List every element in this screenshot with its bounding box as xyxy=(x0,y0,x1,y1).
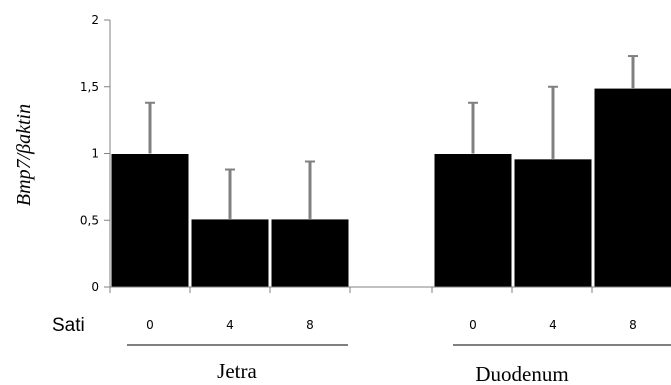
group-label-duodenum: Duodenum xyxy=(475,362,568,385)
x-axis-lead-label: Sati xyxy=(52,315,85,336)
y-tick-label: 2 xyxy=(91,13,99,27)
x-tick-label: 0 xyxy=(469,318,477,332)
x-ticks-layer: 0 4 8 0 4 8 xyxy=(110,287,637,332)
y-axis-label: Bmp7/βaktin xyxy=(13,104,35,206)
x-tick-label: 4 xyxy=(226,318,234,332)
bar-duodenum-4 xyxy=(514,159,592,287)
y-tick-label: 1 xyxy=(91,147,99,161)
y-ticks-layer: 0 0,5 1 1,5 2 xyxy=(80,13,110,294)
x-tick-label: 4 xyxy=(549,318,557,332)
bars-layer xyxy=(111,88,671,287)
bar-jetra-4 xyxy=(191,219,269,287)
bar-duodenum-8 xyxy=(594,88,671,287)
y-tick-label: 1,5 xyxy=(80,80,99,94)
bar-jetra-0 xyxy=(111,154,189,288)
group-label-jetra: Jetra xyxy=(217,359,257,383)
x-tick-label: 8 xyxy=(306,318,314,332)
bar-jetra-8 xyxy=(271,219,349,287)
bar-duodenum-0 xyxy=(434,154,512,288)
x-tick-label: 0 xyxy=(146,318,154,332)
y-tick-label: 0,5 xyxy=(80,213,99,227)
x-tick-label: 8 xyxy=(629,318,637,332)
y-tick-label: 0 xyxy=(91,280,99,294)
